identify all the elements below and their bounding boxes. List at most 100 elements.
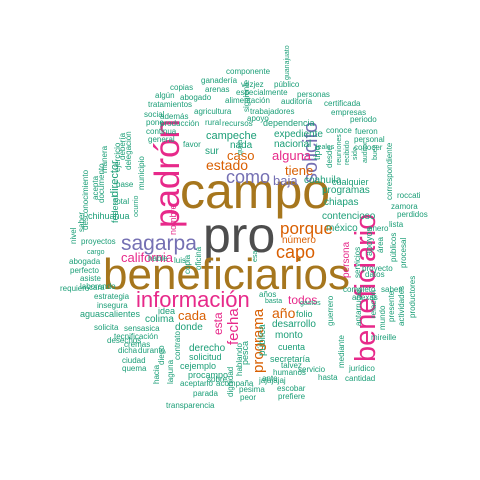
word-cada: cada bbox=[178, 308, 207, 323]
word-desconocimiento: desconocimiento bbox=[81, 169, 90, 230]
word-esa: esa bbox=[252, 250, 259, 262]
word-servicio: servicio bbox=[298, 365, 326, 374]
word-oficina: oficina bbox=[194, 246, 203, 270]
word-cremas: cremas bbox=[124, 340, 151, 349]
word-dicha: dicha bbox=[118, 346, 138, 355]
word-conocer: conocer bbox=[354, 143, 383, 152]
word-como: como bbox=[226, 167, 271, 187]
word-todos: todos bbox=[288, 293, 318, 307]
word-total: total bbox=[114, 197, 130, 206]
word-social: social bbox=[144, 110, 165, 119]
word-aceptarlo: aceptarlo bbox=[180, 379, 213, 388]
word-procampo: procampo bbox=[188, 370, 229, 380]
word-tiene: tiene bbox=[285, 163, 314, 178]
word-quema: quema bbox=[122, 364, 147, 373]
word-presente: presente bbox=[387, 290, 396, 322]
word-prefiere: prefiere bbox=[278, 392, 306, 401]
word-transparencia: transparencia bbox=[166, 401, 215, 410]
word-tratamientos: tratamientos bbox=[148, 100, 193, 109]
word-expediente: expediente bbox=[274, 129, 323, 140]
word-dignidad: dignidad bbox=[226, 366, 235, 397]
word-contencioso: contencioso bbox=[322, 211, 376, 222]
word-nombre: nombre bbox=[168, 204, 178, 235]
word-zamora: zamora bbox=[391, 202, 418, 211]
word-baja: baja bbox=[273, 173, 298, 188]
word-base: base bbox=[116, 180, 134, 189]
word-porque: porque bbox=[280, 219, 333, 238]
word-caso: caso bbox=[227, 148, 255, 163]
word-ganaderia: ganadería bbox=[201, 76, 238, 85]
word-proyecto: proyecto bbox=[362, 264, 393, 273]
word-perdidos: perdidos bbox=[397, 210, 428, 219]
word-completo: completo bbox=[343, 285, 376, 294]
word-estado: estado bbox=[206, 157, 249, 173]
word-produccion: producción bbox=[160, 119, 200, 128]
word-auditoria: auditoría bbox=[281, 97, 313, 106]
word-laguna: laguna bbox=[166, 359, 175, 384]
word-aguascalientes: aguascalientes bbox=[80, 309, 141, 319]
word-componente: componente bbox=[226, 67, 271, 76]
word-ante: ante bbox=[262, 374, 278, 383]
word-copia: copia bbox=[183, 254, 192, 274]
word-cantidad: cantidad bbox=[345, 374, 376, 383]
word-sobre: sobre bbox=[207, 375, 228, 384]
word-favor: favor bbox=[183, 140, 201, 149]
word-chiapas: chiapas bbox=[324, 197, 359, 208]
word-agricultura: agricultura bbox=[194, 107, 232, 116]
word-correspondiente: correspondiente bbox=[385, 142, 394, 200]
word-algun: algún bbox=[155, 91, 175, 100]
word-chihuahua: chihuahua bbox=[88, 211, 130, 221]
word-personas: personas bbox=[297, 90, 330, 99]
word-coahuila: coahuila bbox=[304, 175, 342, 186]
word-cualquier: cualquier bbox=[332, 177, 369, 187]
word-abogado: abogado bbox=[180, 93, 212, 102]
word-jajajajaj: jajajajaj bbox=[259, 376, 286, 385]
word-esta: esta bbox=[211, 312, 225, 335]
word-datos: datos bbox=[365, 270, 385, 279]
word-desarrollo: desarrollo bbox=[272, 319, 316, 330]
word-mexico: méxico bbox=[326, 223, 358, 234]
word-solicita: solicita bbox=[94, 323, 119, 332]
word-apoyo: apoyo bbox=[247, 114, 269, 123]
word-sensasica: sensasica bbox=[124, 324, 160, 333]
word-certificada: certificada bbox=[324, 99, 361, 108]
word-pone: pone bbox=[146, 118, 164, 127]
word-ademas: además bbox=[160, 112, 189, 121]
word-beneficiarios: beneficiarios bbox=[103, 250, 351, 299]
word-relacion: relación bbox=[369, 289, 378, 318]
word-anexas: anexas bbox=[352, 293, 378, 302]
word-periodo: periodo bbox=[350, 115, 377, 124]
word-actividades: actividades bbox=[397, 285, 406, 326]
word-copias: copias bbox=[170, 83, 194, 92]
word-siguiente: siguiente bbox=[242, 79, 251, 112]
word-hable: hable bbox=[148, 254, 168, 263]
word-campo: campo bbox=[180, 163, 331, 219]
word-idea: idea bbox=[158, 306, 176, 316]
word-sur: sur bbox=[205, 146, 219, 157]
word-continua: continua bbox=[146, 127, 177, 136]
word-publico: público bbox=[274, 80, 300, 89]
word-ciudad: ciudad bbox=[122, 356, 146, 365]
word-perfecto: perfecto bbox=[70, 266, 99, 275]
word-solicitud: solicitud bbox=[189, 352, 222, 362]
word-arenas: arenas bbox=[205, 85, 230, 94]
word-abogada: abogada bbox=[69, 257, 101, 266]
word-cuenta: cuenta bbox=[278, 342, 306, 352]
word-peor: peor bbox=[240, 393, 257, 402]
word-donde: donde bbox=[175, 322, 203, 333]
word-folio: folio bbox=[296, 309, 313, 319]
word-cejemplo: cejemplo bbox=[180, 361, 217, 371]
word-desde: desde bbox=[325, 146, 334, 168]
word-alimentacion: alimentación bbox=[225, 96, 270, 105]
word-recursos: recursos bbox=[222, 119, 253, 128]
word-tecnificacion: tecnificación bbox=[114, 332, 159, 341]
word-vezjez: vezjez bbox=[241, 80, 264, 89]
word-juridico: jurídico bbox=[349, 364, 375, 373]
word-basta: basta bbox=[265, 298, 283, 305]
word-servicios: servicios bbox=[353, 246, 362, 278]
word-luis: luis bbox=[174, 256, 187, 265]
word-saben: saben bbox=[381, 285, 403, 294]
word-fueron: fueron bbox=[355, 127, 378, 136]
word-anos: años bbox=[259, 290, 277, 299]
